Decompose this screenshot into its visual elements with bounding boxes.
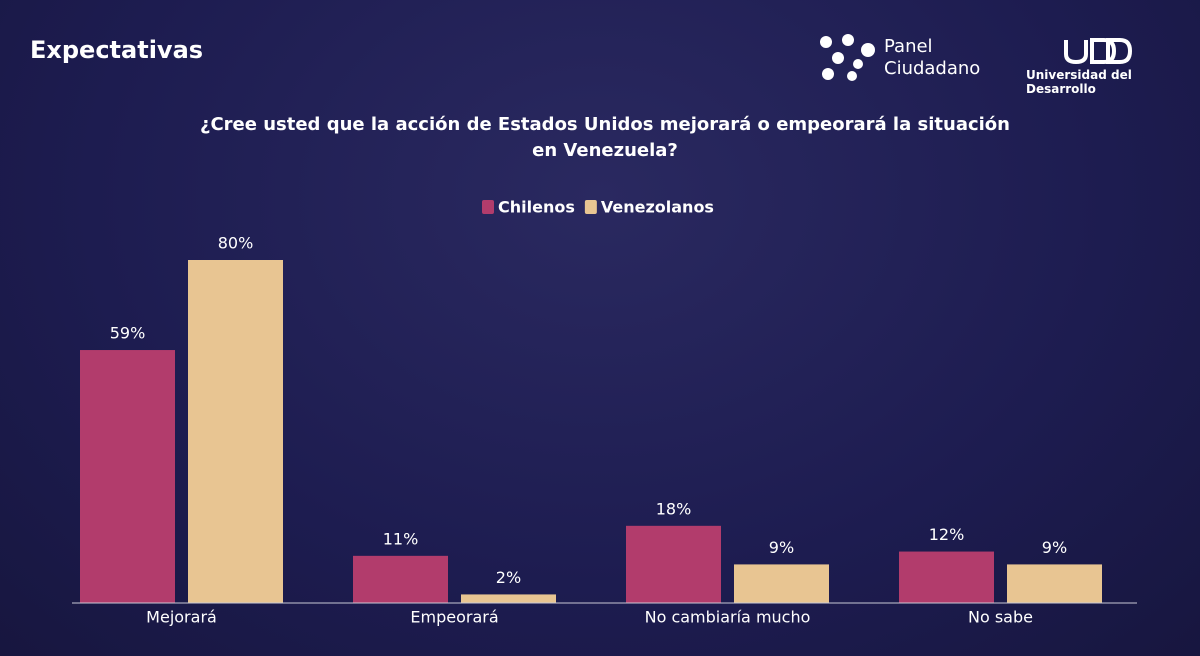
bar [461,594,556,603]
value-label: 59% [110,324,146,343]
value-label: 11% [383,529,419,548]
legend-swatch [584,200,597,214]
value-label: 80% [218,234,254,253]
bar [734,564,829,603]
panel-logo-text: Panel Ciudadano [884,36,980,80]
university-name: Universidad del Desarrollo [1026,68,1132,96]
page-title: Expectativas [30,36,204,64]
value-label: 9% [1042,538,1067,557]
value-label: 2% [496,568,521,587]
bar [1007,564,1102,603]
bar [353,555,448,603]
logo-line: Panel [884,36,933,57]
legend-swatch [482,200,494,214]
x-tick-label: No sabe [968,608,1033,627]
udd-logo [1064,38,1133,64]
bar [899,551,994,603]
x-tick-label: No cambiaría mucho [645,608,811,627]
x-tick-label: Empeorará [410,608,498,627]
value-label: 9% [769,538,794,557]
value-label: 12% [929,525,965,544]
bar [188,260,283,603]
panel-logo-icon [820,34,875,81]
chart-title: ¿Cree usted que la acción de Estados Uni… [200,114,1010,161]
legend-label: Chilenos [498,198,575,217]
legend-label: Venezolanos [601,198,714,217]
logo-line: Ciudadano [884,58,981,79]
bar [626,525,721,603]
x-tick-label: Mejorará [146,608,217,627]
bar [80,350,175,603]
value-label: 18% [656,499,692,518]
